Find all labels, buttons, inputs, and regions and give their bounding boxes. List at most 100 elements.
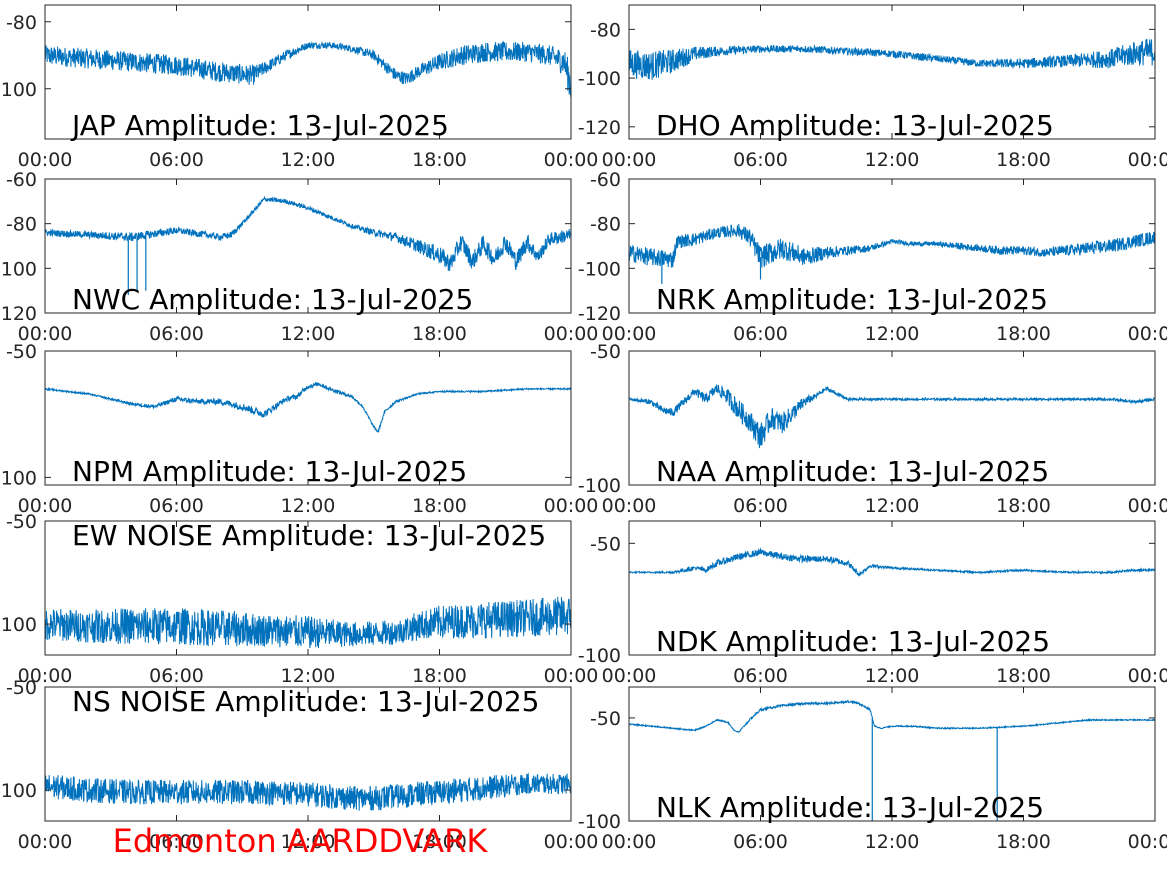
series-line [45, 381, 571, 433]
x-tick-label: 12:00 [281, 149, 336, 171]
series-line [629, 547, 1155, 577]
x-tick-label: 00:00 [18, 149, 73, 171]
x-tick-label: 00:00 [544, 323, 599, 345]
x-tick-label: 00:00 [18, 665, 73, 687]
x-tick-label: 00:00 [544, 149, 599, 171]
y-tick-label: -100 [578, 68, 621, 90]
panel-title: NWC Amplitude: 13-Jul-2025 [72, 283, 473, 316]
x-tick-label: 12:00 [865, 323, 920, 345]
series-line [629, 699, 1155, 734]
panel-title: EW NOISE Amplitude: 13-Jul-2025 [72, 519, 546, 552]
x-tick-label: 00:00 [602, 323, 657, 345]
panel-ns: 00:00 06:00 12:00 18:00 00:00 -50 100 NS NOISE … [1, 677, 599, 853]
x-tick-label: 00:00 [544, 495, 599, 517]
y-tick-label: -60 [590, 169, 621, 191]
x-tick-label: 12:00 [281, 831, 336, 853]
x-tick-label: 18:00 [412, 665, 467, 687]
x-tick-label: 18:00 [996, 831, 1051, 853]
y-tick-label: -50 [6, 511, 37, 533]
x-tick-label: 18:00 [996, 665, 1051, 687]
series-line [45, 40, 571, 99]
panel-title: NPM Amplitude: 13-Jul-2025 [72, 455, 467, 488]
series-line [45, 596, 571, 649]
y-tick-label: -50 [6, 341, 37, 363]
x-tick-label: 12:00 [865, 149, 920, 171]
x-tick-label: 18:00 [996, 495, 1051, 517]
x-tick-label: 12:00 [865, 665, 920, 687]
panel-title: JAP Amplitude: 13-Jul-2025 [70, 109, 449, 142]
x-tick-label: 00:00 [602, 495, 657, 517]
panel-title: NLK Amplitude: 13-Jul-2025 [656, 791, 1044, 824]
panel-dho: 00:00 06:00 12:00 18:00 00:00 -80 -100 -120 DHO … [578, 4, 1167, 171]
y-tick-label: -120 [578, 303, 621, 325]
x-tick-label: 12:00 [865, 831, 920, 853]
y-tick-label: -100 [578, 811, 621, 833]
x-tick-label: 06:00 [733, 831, 788, 853]
x-tick-label: 06:00 [149, 495, 204, 517]
x-tick-label: 00:00 [602, 149, 657, 171]
panel-nrk: 00:00 06:00 12:00 18:00 00:00 -60 -80 -100 -120 N… [578, 169, 1167, 345]
y-tick-label: -50 [590, 341, 621, 363]
y-tick-label: -80 [6, 12, 37, 34]
x-tick-label: 06:00 [149, 323, 204, 345]
series-line [45, 772, 571, 811]
x-tick-label: 00:00 [18, 831, 73, 853]
station-label: Edmonton AARDDVARK [113, 822, 489, 860]
panel-ndk: 00:00 06:00 12:00 18:00 00:00 -50 -100 NDK Ampl… [578, 520, 1167, 687]
x-tick-label: 18:00 [996, 323, 1051, 345]
x-tick-label: 12:00 [281, 323, 336, 345]
y-tick-label: -50 [590, 708, 621, 730]
x-tick-label: 00:00 [18, 323, 73, 345]
x-tick-label: 12:00 [281, 495, 336, 517]
x-tick-label: 00:00 [602, 831, 657, 853]
x-tick-label: 06:00 [733, 495, 788, 517]
x-tick-label: 06:00 [733, 665, 788, 687]
x-tick-label: 06:00 [149, 149, 204, 171]
y-tick-label: -80 [6, 214, 37, 236]
y-tick-label: 100 [1, 780, 37, 802]
y-tick-label: -80 [590, 19, 621, 41]
panel-nwc: 00:00 06:00 12:00 18:00 00:00 -60 -80 100 120 NWC… [1, 169, 599, 345]
x-tick-label: 06:00 [149, 665, 204, 687]
panel-title: NRK Amplitude: 13-Jul-2025 [656, 283, 1048, 316]
panel-title: NAA Amplitude: 13-Jul-2025 [656, 455, 1049, 488]
x-tick-label: 06:00 [149, 831, 204, 853]
x-tick-label: 06:00 [733, 323, 788, 345]
panel-naa: 00:00 06:00 12:00 18:00 00:00 -50 -100 NAA Ampl… [578, 341, 1167, 517]
x-tick-label: 00:00 [602, 665, 657, 687]
x-tick-label: 06:00 [733, 149, 788, 171]
y-tick-label: -120 [578, 117, 621, 139]
y-tick-label: -60 [6, 169, 37, 191]
x-tick-label: 18:00 [412, 323, 467, 345]
y-tick-label: -100 [578, 475, 621, 497]
series-line [629, 223, 1155, 268]
panel-nlk: 00:00 06:00 12:00 18:00 00:00 -50 -100 NLK Ampl… [578, 686, 1167, 853]
x-tick-label: 00:00 [1128, 323, 1167, 345]
y-tick-label: -100 [578, 258, 621, 280]
x-tick-label: 00:00 [18, 495, 73, 517]
y-tick-label: -80 [590, 214, 621, 236]
y-tick-label: 100 [1, 614, 37, 636]
y-tick-label: 100 [1, 258, 37, 280]
x-tick-label: 00:00 [544, 665, 599, 687]
panel-ew: 00:00 06:00 12:00 18:00 00:00 -50 100 EW NOISE … [1, 511, 599, 687]
x-tick-label: 00:00 [544, 831, 599, 853]
y-tick-label: 120 [1, 303, 37, 325]
panel-jap: 00:00 06:00 12:00 18:00 00:00 -80 100 JAP Ampli… [1, 4, 599, 171]
x-tick-label: 18:00 [996, 149, 1051, 171]
series-line [45, 195, 571, 272]
y-tick-label: -100 [578, 645, 621, 667]
x-tick-label: 00:00 [1128, 495, 1167, 517]
panel-npm: 00:00 06:00 12:00 18:00 00:00 -50 100 NPM Ampli… [1, 341, 599, 517]
series-line [629, 384, 1155, 449]
y-tick-label: 100 [1, 467, 37, 489]
x-tick-label: 12:00 [865, 495, 920, 517]
x-tick-label: 00:00 [1128, 665, 1167, 687]
x-tick-label: 18:00 [412, 495, 467, 517]
x-tick-label: 00:00 [1128, 831, 1167, 853]
y-tick-label: -50 [6, 677, 37, 699]
y-tick-label: 100 [1, 79, 37, 101]
panel-title: NDK Amplitude: 13-Jul-2025 [656, 625, 1050, 658]
series-line [629, 38, 1155, 80]
